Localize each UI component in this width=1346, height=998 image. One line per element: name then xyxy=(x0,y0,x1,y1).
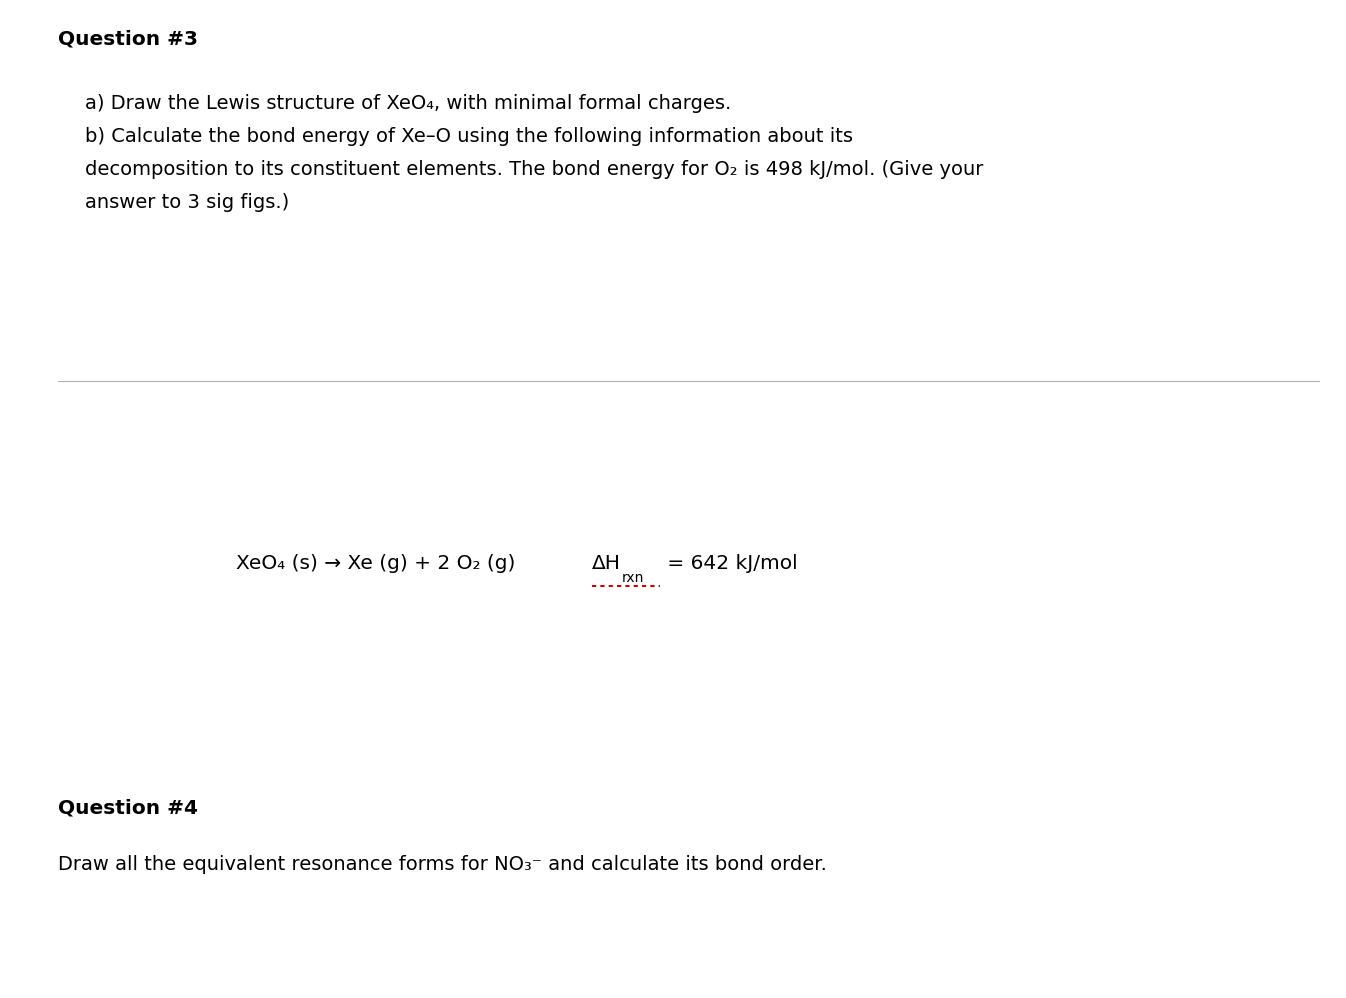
Text: answer to 3 sig figs.): answer to 3 sig figs.) xyxy=(85,193,289,212)
Text: a) Draw the Lewis structure of XeO₄, with minimal formal charges.: a) Draw the Lewis structure of XeO₄, wit… xyxy=(85,94,731,113)
Text: Draw all the equivalent resonance forms for NO₃⁻ and calculate its bond order.: Draw all the equivalent resonance forms … xyxy=(58,855,826,874)
Text: = 642 kJ/mol: = 642 kJ/mol xyxy=(661,554,798,574)
Text: b) Calculate the bond energy of Xe–O using the following information about its: b) Calculate the bond energy of Xe–O usi… xyxy=(85,127,853,146)
Text: rxn: rxn xyxy=(622,571,645,585)
Text: decomposition to its constituent elements. The bond energy for O₂ is 498 kJ/mol.: decomposition to its constituent element… xyxy=(85,160,983,179)
Text: Question #3: Question #3 xyxy=(58,30,198,49)
Text: ΔH: ΔH xyxy=(592,554,622,574)
Text: XeO₄ (s) → Xe (g) + 2 O₂ (g): XeO₄ (s) → Xe (g) + 2 O₂ (g) xyxy=(236,554,534,574)
Text: Question #4: Question #4 xyxy=(58,798,198,817)
